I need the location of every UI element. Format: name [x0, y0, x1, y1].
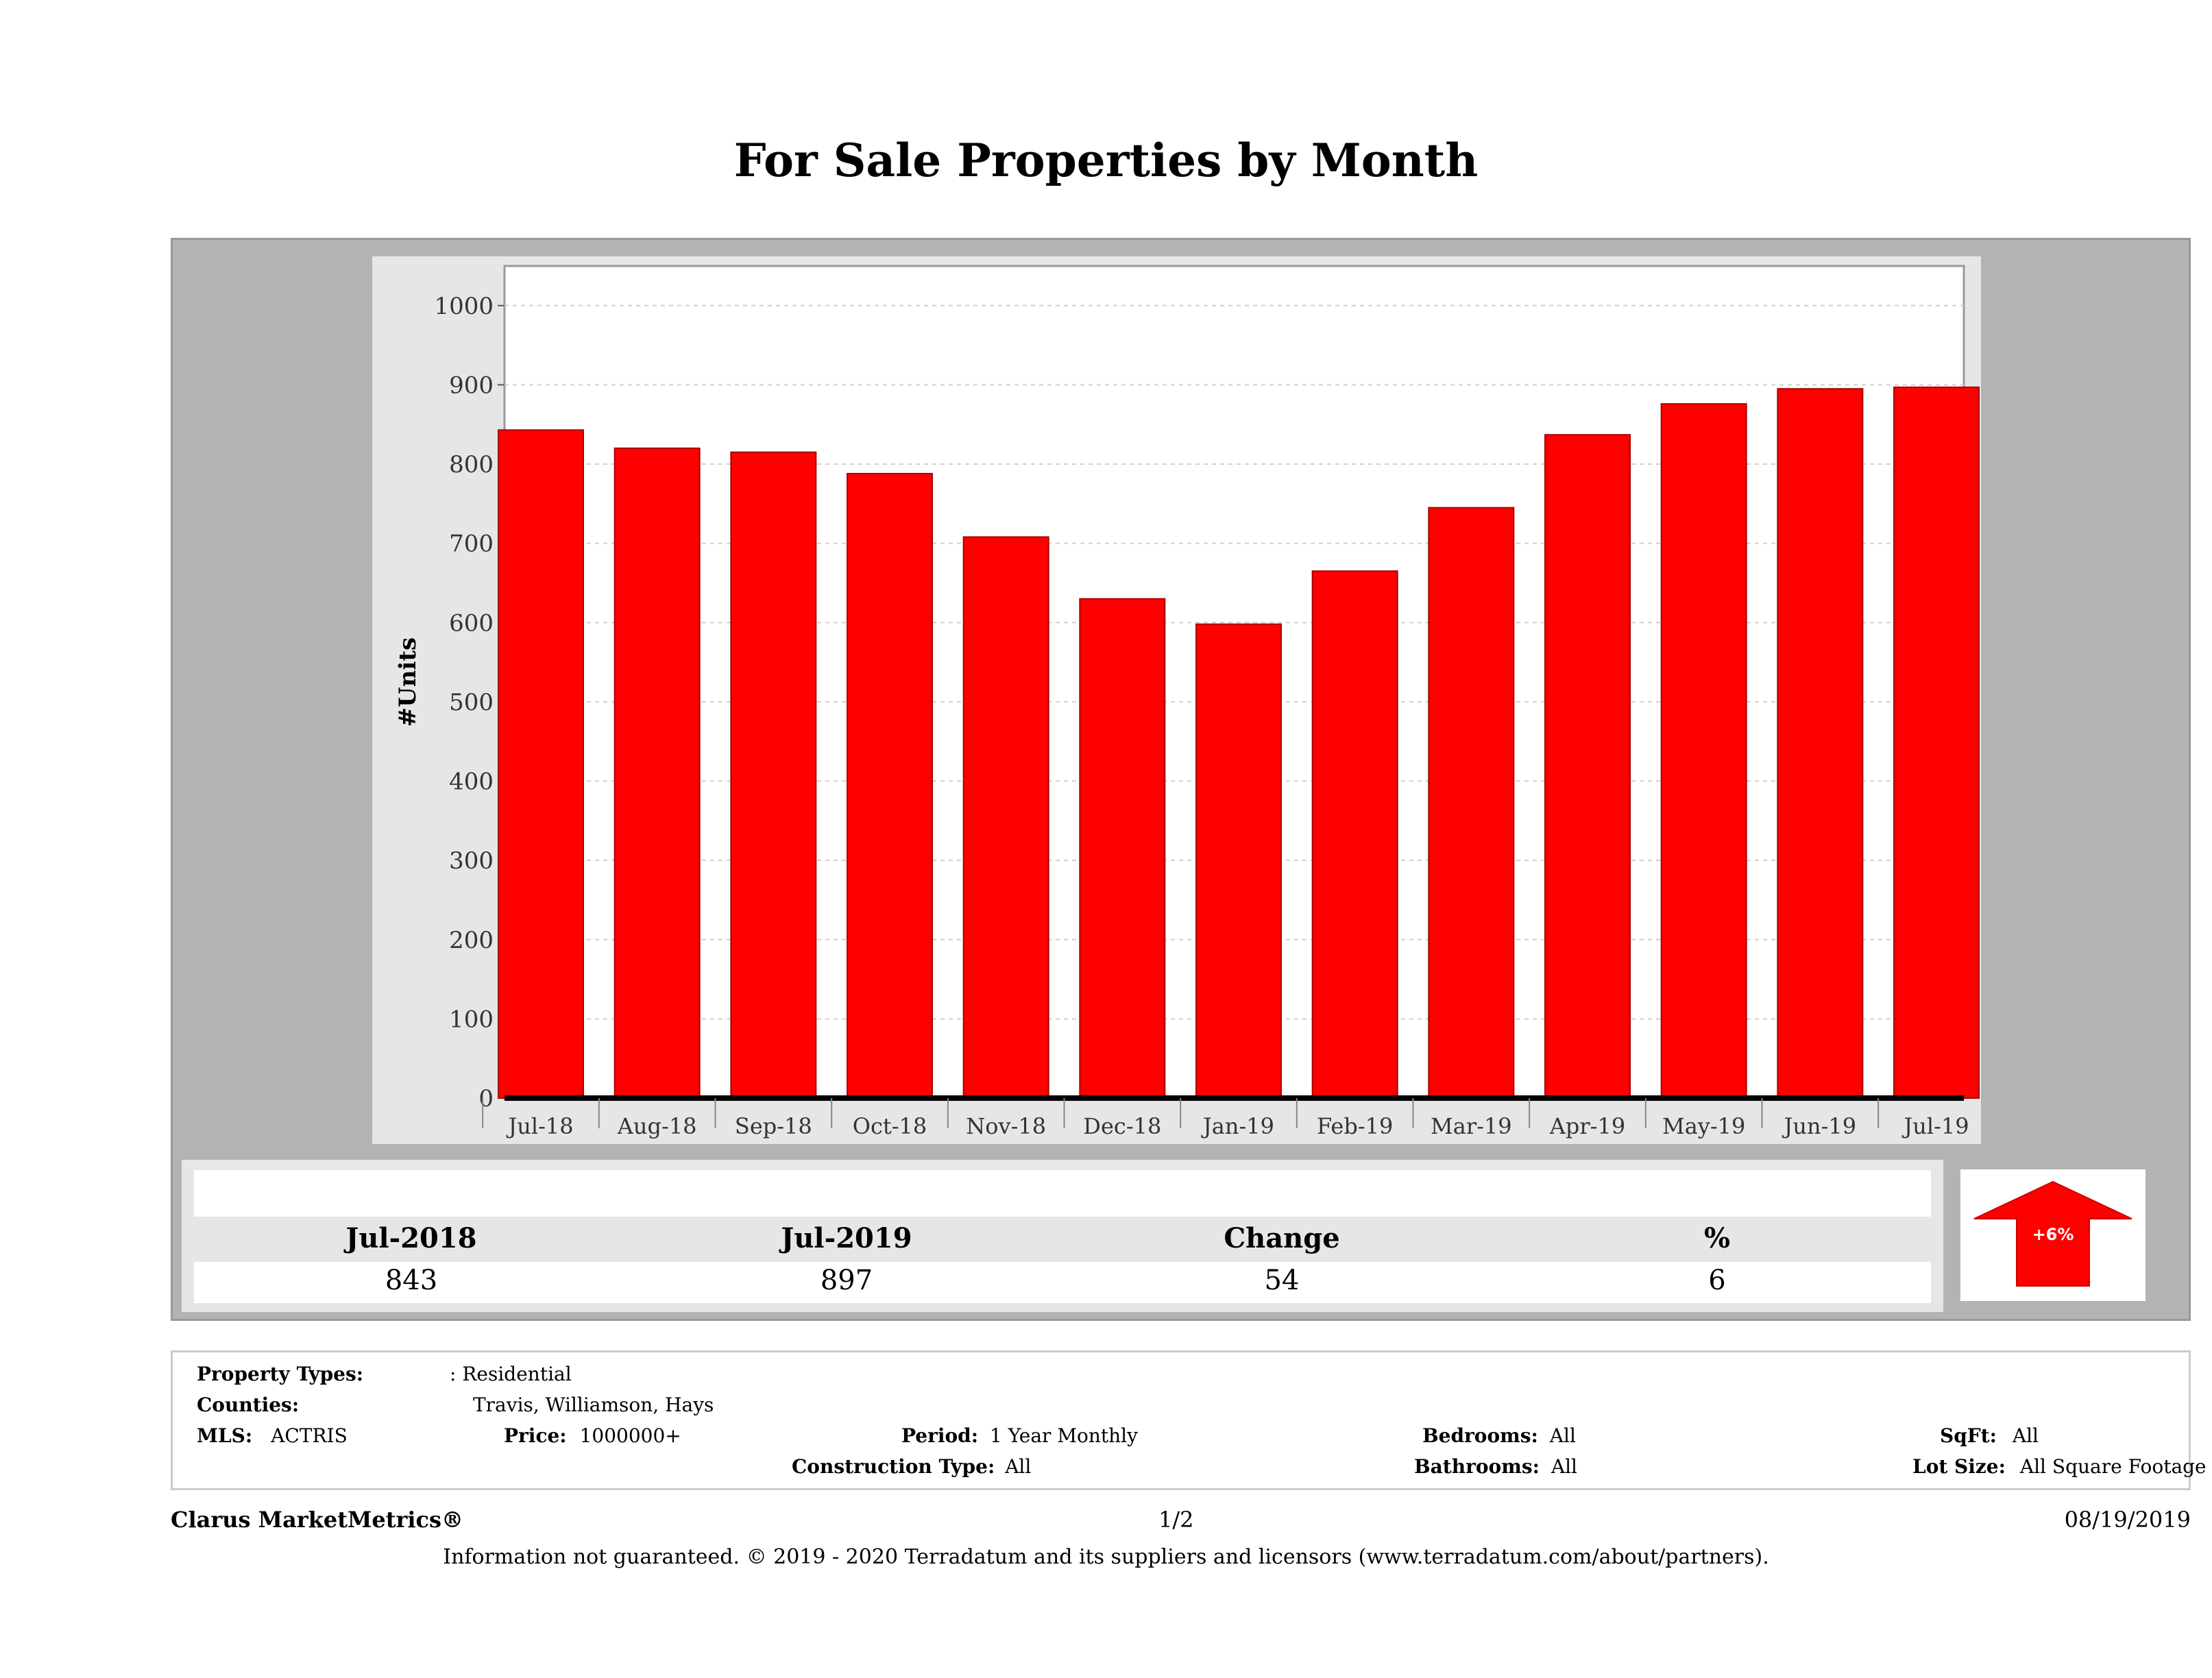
summary-header-end: Jul-2019	[781, 1222, 912, 1254]
x-tick-label: Feb-19	[1317, 1113, 1393, 1139]
bar	[1079, 598, 1166, 1099]
criteria-lot-size-label: Lot Size:	[1912, 1455, 2006, 1478]
criteria-mls: MLS: ACTRIS	[197, 1424, 348, 1447]
y-tick-label: 100	[449, 1006, 494, 1033]
criteria-period-label: Period:	[901, 1424, 979, 1447]
bar	[498, 429, 584, 1099]
criteria-bathrooms: Bathrooms: All	[1414, 1455, 1577, 1478]
criteria-lot-size: Lot Size: All Square Footage	[1912, 1455, 2207, 1478]
summary-values-row	[194, 1262, 1931, 1303]
criteria-counties-value: Travis, Williamson, Hays	[473, 1394, 714, 1416]
x-tick-label: Apr-19	[1549, 1113, 1625, 1139]
summary-spacer	[194, 1170, 1931, 1217]
y-tick-label: 500	[449, 689, 494, 716]
summary-header-change: Change	[1224, 1222, 1340, 1254]
criteria-bedrooms-label: Bedrooms:	[1422, 1424, 1538, 1447]
x-tick-label: Sep-18	[735, 1113, 812, 1139]
summary-header-percent: %	[1703, 1222, 1730, 1254]
y-tick-label: 800	[449, 451, 494, 478]
criteria-mls-value: ACTRIS	[271, 1424, 348, 1447]
search-criteria	[171, 1350, 2191, 1490]
criteria-construction-label: Construction Type:	[792, 1455, 995, 1478]
summary-header-start: Jul-2018	[345, 1222, 477, 1254]
criteria-bathrooms-value: All	[1551, 1455, 1577, 1478]
x-tick-label: Jul-19	[1901, 1113, 1969, 1139]
criteria-property-types: Property Types:	[197, 1363, 363, 1385]
y-tick-label: 200	[449, 927, 494, 954]
bar	[1544, 434, 1631, 1099]
summary-value-percent: 6	[1708, 1265, 1726, 1296]
x-tick-label: Dec-18	[1083, 1113, 1161, 1139]
bar	[847, 472, 933, 1099]
x-tick-label: Nov-18	[966, 1113, 1046, 1139]
footer-brand: Clarus MarketMetrics®	[171, 1507, 464, 1533]
summary-value-change: 54	[1264, 1265, 1300, 1296]
bar	[962, 536, 1049, 1099]
y-tick-label: 700	[449, 531, 494, 558]
summary-value-start: 843	[385, 1265, 438, 1296]
bar	[1195, 623, 1282, 1099]
y-tick-label: 600	[449, 609, 494, 637]
summary-value-end: 897	[820, 1265, 873, 1296]
y-tick-label: 0	[478, 1085, 494, 1112]
criteria-price: Price: 1000000+	[504, 1424, 681, 1447]
x-tick-label: Jun-19	[1782, 1113, 1857, 1139]
y-tick-label: 400	[449, 768, 494, 796]
criteria-period-value: 1 Year Monthly	[990, 1424, 1138, 1447]
bar	[613, 447, 701, 1099]
criteria-property-types-value: : Residential	[450, 1363, 572, 1385]
y-tick-label: 300	[449, 847, 494, 875]
footer-page-number: 1/2	[1158, 1507, 1194, 1533]
criteria-bedrooms: Bedrooms: All	[1422, 1424, 1576, 1447]
criteria-property-types-label: Property Types:	[197, 1363, 364, 1385]
y-axis-label: #Units	[394, 637, 422, 727]
bar	[730, 451, 817, 1099]
footer-disclaimer: Information not guaranteed. © 2019 - 202…	[443, 1545, 1769, 1569]
criteria-counties-label: Counties:	[197, 1394, 300, 1416]
criteria-sqft-label: SqFt:	[1940, 1424, 1997, 1447]
criteria-sqft-value: All	[2012, 1424, 2039, 1447]
y-tick-label: 1000	[434, 293, 494, 320]
x-tick-label: Oct-18	[853, 1113, 927, 1139]
criteria-mls-label: MLS:	[197, 1424, 253, 1447]
criteria-counties: Counties:	[197, 1394, 299, 1416]
bar	[1311, 570, 1398, 1099]
x-tick-label: Jul-18	[506, 1113, 573, 1139]
x-tick-label: Aug-18	[617, 1113, 697, 1139]
criteria-construction: Construction Type: All	[792, 1455, 1031, 1478]
criteria-bedrooms-value: All	[1549, 1424, 1576, 1447]
x-tick-label: May-19	[1662, 1113, 1745, 1139]
bar	[1428, 507, 1515, 1099]
criteria-period: Period: 1 Year Monthly	[901, 1424, 1138, 1447]
footer-date: 08/19/2019	[2064, 1507, 2191, 1533]
bar-chart: 0 100 200 300 400 500 600 700 800 900 1000 Jul-18 Au…	[394, 265, 1980, 1139]
bar	[1893, 386, 1980, 1099]
criteria-bathrooms-label: Bathrooms:	[1414, 1455, 1540, 1478]
up-arrow-icon	[1973, 1180, 2132, 1287]
bar	[1660, 403, 1747, 1099]
criteria-price-label: Price:	[504, 1424, 567, 1447]
y-tick-label: 900	[449, 372, 494, 399]
criteria-sqft: SqFt: All	[1940, 1424, 2039, 1447]
x-tick-label: Jan-19	[1201, 1113, 1274, 1139]
x-tick-label: Mar-19	[1431, 1113, 1512, 1139]
bar	[1777, 388, 1864, 1099]
criteria-lot-size-value: All Square Footage	[2019, 1455, 2207, 1478]
criteria-price-value: 1000000+	[579, 1424, 681, 1447]
change-indicator: +6%	[1960, 1169, 2146, 1301]
criteria-construction-value: All	[1005, 1455, 1032, 1478]
change-indicator-label: +6%	[2032, 1225, 2074, 1244]
page-title: For Sale Properties by Month	[733, 134, 1479, 187]
